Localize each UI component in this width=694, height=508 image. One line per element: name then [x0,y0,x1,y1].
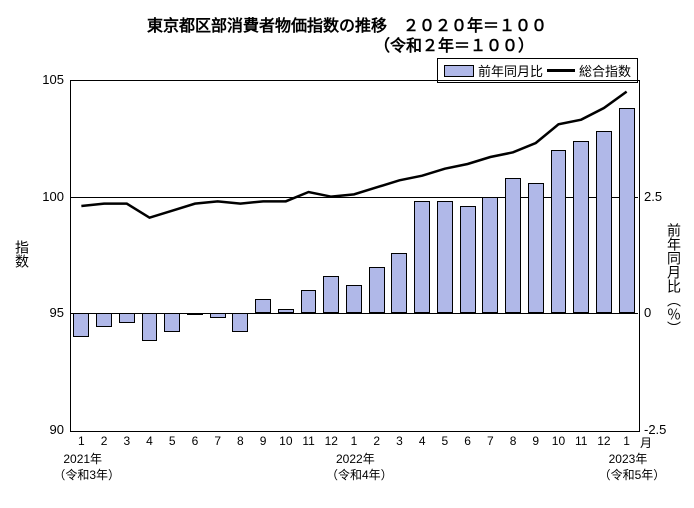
index-line [81,92,626,218]
line-series [0,0,694,508]
cpi-chart: 東京都区部消費者物価指数の推移 ２０２０年＝１００ （令和２年＝１００） 前年同… [0,0,694,508]
